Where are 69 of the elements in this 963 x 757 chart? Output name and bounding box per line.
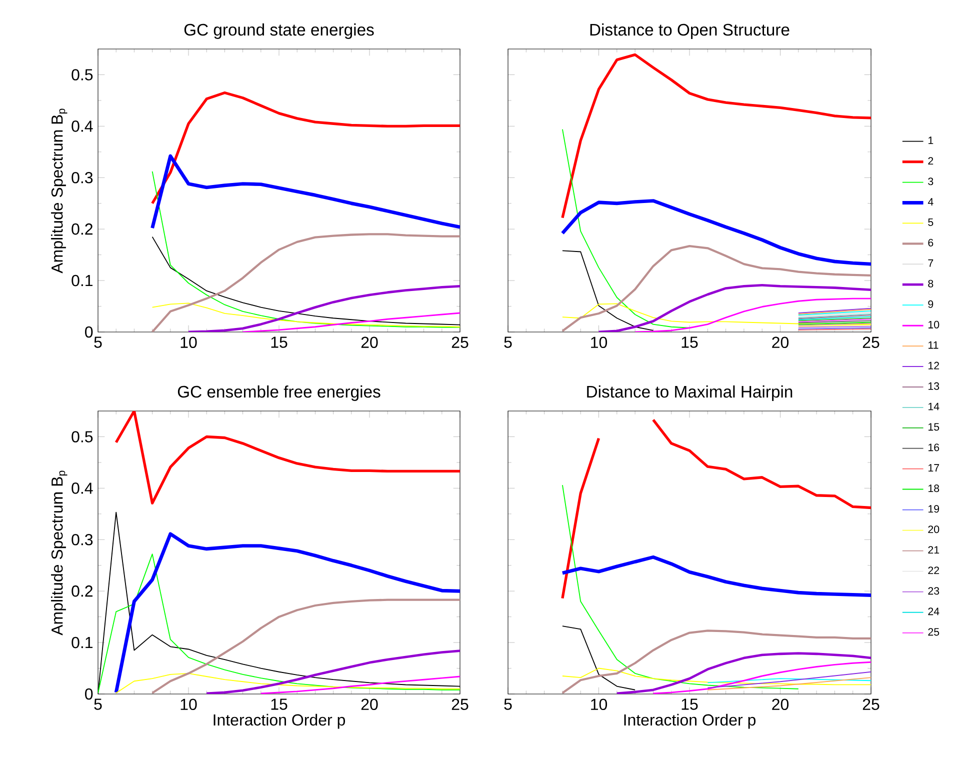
y-tick-label: 0.5 — [72, 69, 93, 80]
x-tick-label: 15 — [682, 336, 698, 348]
legend-label: 25 — [928, 628, 940, 636]
x-axis-title: Interaction Order p — [214, 714, 345, 729]
legend-label: 23 — [928, 587, 940, 595]
x-tick-label: 20 — [772, 336, 789, 348]
x-tick-label: 25 — [452, 698, 468, 710]
legend-label: 12 — [928, 362, 940, 370]
legend-label: 5 — [928, 218, 934, 226]
x-tick-label: 10 — [591, 698, 608, 710]
x-tick-label: 15 — [271, 336, 288, 348]
y-tick-label: 0.3 — [72, 172, 93, 184]
y-tick-label: 0.3 — [72, 534, 93, 546]
line-series — [114, 532, 460, 694]
chart-title: Distance to Open Structure — [590, 23, 790, 39]
legend-label: 13 — [928, 382, 940, 390]
x-tick-label: 5 — [94, 698, 102, 710]
legend-label: 22 — [928, 566, 940, 574]
legend-label: 16 — [928, 444, 940, 452]
legend-label: 14 — [928, 402, 940, 410]
x-tick-label: 25 — [862, 336, 880, 348]
y-tick-label: 0.4 — [72, 482, 93, 494]
legend-label: 15 — [928, 423, 940, 431]
x-tick-label: 10 — [180, 336, 197, 348]
legend-label: 3 — [928, 178, 934, 186]
y-tick-label: 0.4 — [72, 120, 93, 132]
legend-label: 20 — [928, 526, 940, 534]
y-tick-label: 0.2 — [72, 223, 92, 235]
legend-label: 17 — [928, 464, 940, 472]
legend-label: 21 — [928, 546, 940, 554]
legend-label: 11 — [928, 341, 938, 349]
x-axis-title: Interaction Order p — [624, 714, 756, 729]
line-series — [187, 285, 460, 332]
y-axis-title: Amplitude Spectrum B$_{p}$ — [51, 470, 68, 636]
legend-label: 6 — [928, 238, 934, 246]
y-tick-label: 0.5 — [72, 431, 93, 442]
y-tick-label: 0.1 — [72, 636, 93, 648]
x-tick-label: 5 — [504, 336, 512, 348]
legend-label: 19 — [928, 505, 940, 513]
x-tick-label: 5 — [94, 336, 102, 348]
chart-title: GC ensemble free energies — [178, 385, 380, 401]
legend-label: 7 — [928, 259, 934, 267]
legend-label: 4 — [928, 198, 934, 206]
legend-label: 8 — [928, 280, 934, 288]
line-series — [150, 154, 460, 230]
x-tick-label: 25 — [452, 336, 468, 348]
legend-label: 9 — [928, 300, 934, 308]
legend-label: 2 — [928, 157, 934, 165]
x-tick-label: 10 — [180, 698, 197, 710]
y-tick-label: 0.2 — [72, 585, 92, 597]
y-tick-label: 0 — [85, 326, 93, 338]
chart-title: GC ground state energies — [184, 23, 374, 39]
legend-label: 1 — [928, 136, 934, 144]
legend-label: 24 — [928, 608, 940, 616]
x-tick-label: 5 — [504, 698, 512, 710]
y-tick-label: 0.1 — [72, 274, 93, 286]
legend-label: 10 — [928, 320, 940, 328]
x-tick-label: 20 — [772, 698, 789, 710]
y-tick-label: 0 — [85, 688, 93, 700]
x-tick-label: 20 — [361, 698, 378, 710]
x-tick-label: 15 — [682, 698, 698, 710]
x-tick-label: 25 — [862, 698, 880, 710]
y-axis-title: Amplitude Spectrum B$_{p}$ — [51, 108, 68, 274]
x-tick-label: 15 — [271, 698, 288, 710]
x-tick-label: 20 — [361, 336, 378, 348]
line-series — [152, 302, 460, 328]
legend-label: 18 — [928, 484, 940, 492]
chart-title: Distance to Maximal Hairpin — [587, 385, 792, 401]
x-tick-label: 10 — [591, 336, 608, 348]
